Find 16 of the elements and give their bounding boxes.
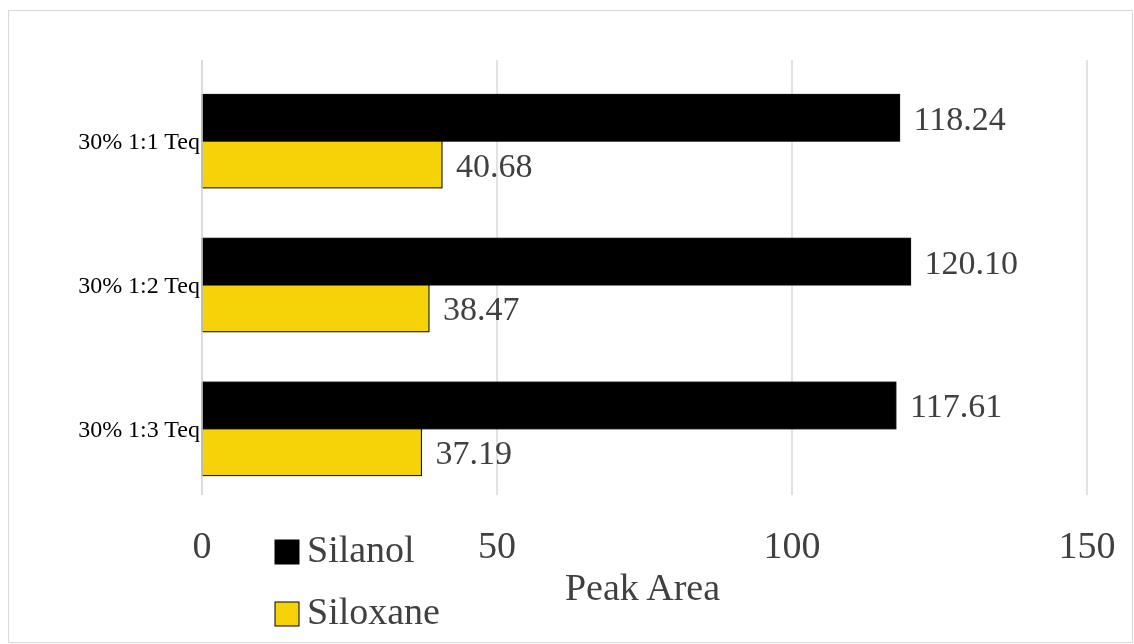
- legend-label: Silanol: [307, 528, 415, 570]
- x-tick-label: 0: [192, 524, 212, 566]
- x-tick-label: 100: [763, 524, 821, 566]
- data-label: 118.24: [913, 99, 1006, 137]
- data-label: 40.68: [456, 146, 533, 184]
- legend-label: Siloxane: [307, 590, 440, 632]
- data-label: 117.61: [909, 387, 1003, 425]
- x-tick-label: 50: [478, 524, 516, 566]
- x-tick-label: 150: [1058, 524, 1116, 566]
- y-tick-label: 30% 1:3 Teq: [78, 415, 200, 442]
- data-label: 120.10: [924, 243, 1019, 281]
- data-label: 37.19: [435, 434, 512, 472]
- y-tick-label: 30% 1:1 Teq: [78, 128, 200, 155]
- x-axis-title: Peak Area: [564, 566, 721, 608]
- data-label: 38.47: [442, 290, 520, 328]
- y-tick-label: 30% 1:2 Teq: [78, 272, 200, 298]
